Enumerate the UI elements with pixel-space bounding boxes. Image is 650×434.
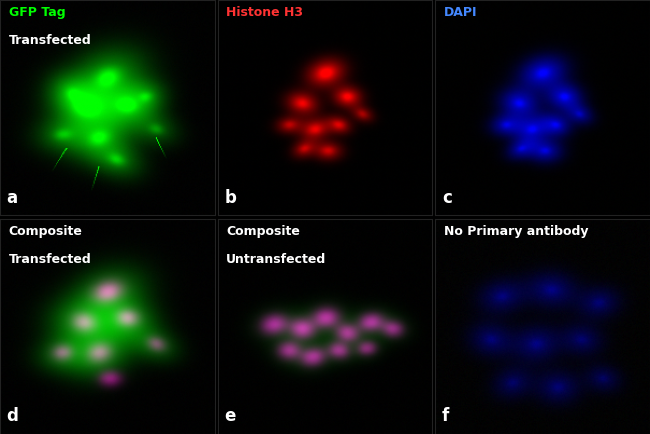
- Text: Untransfected: Untransfected: [226, 253, 326, 266]
- Text: Transfected: Transfected: [8, 34, 92, 47]
- Text: c: c: [442, 189, 452, 207]
- Text: GFP Tag: GFP Tag: [8, 7, 65, 20]
- Text: DAPI: DAPI: [444, 7, 478, 20]
- Text: No Primary antibody: No Primary antibody: [444, 225, 588, 238]
- Text: d: d: [6, 408, 18, 425]
- Text: Transfected: Transfected: [8, 253, 92, 266]
- Text: Composite: Composite: [226, 225, 300, 238]
- Text: Histone H3: Histone H3: [226, 7, 304, 20]
- Text: f: f: [442, 408, 449, 425]
- Text: Composite: Composite: [8, 225, 83, 238]
- Text: a: a: [6, 189, 18, 207]
- Text: b: b: [224, 189, 236, 207]
- Text: e: e: [224, 408, 235, 425]
